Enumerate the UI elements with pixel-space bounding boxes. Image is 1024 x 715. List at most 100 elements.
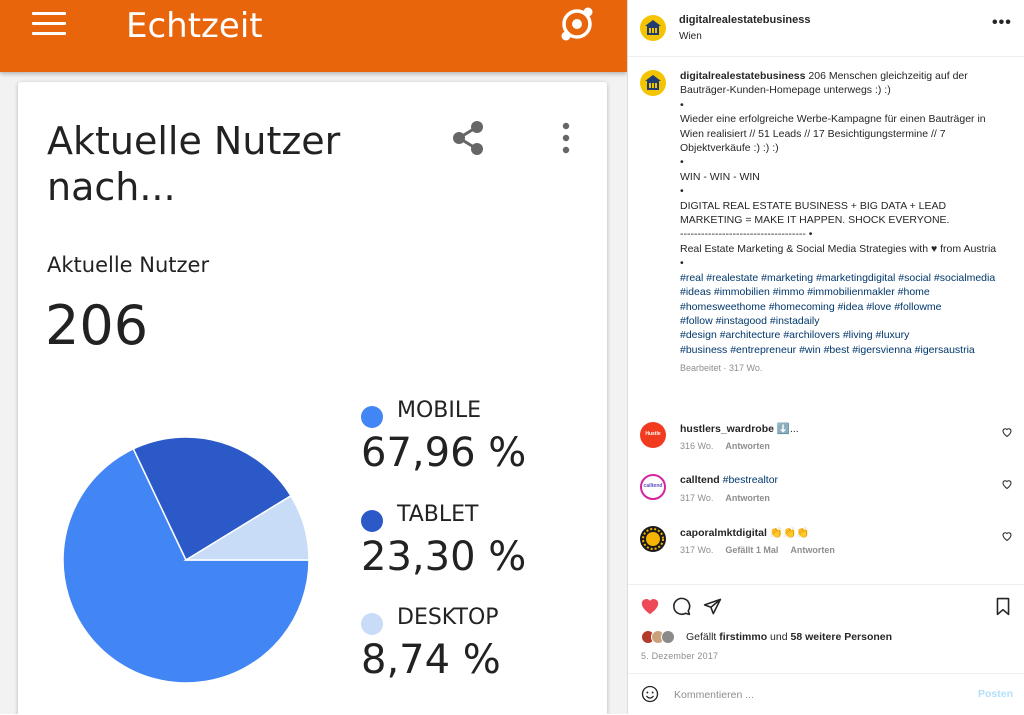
legend-value: 23,30 % — [361, 534, 527, 580]
menu-icon[interactable] — [32, 12, 66, 36]
likes-others[interactable]: 58 weitere Personen — [790, 631, 893, 643]
device-pie-chart — [62, 436, 310, 684]
comment-item: Hustle hustlers_wardrobe ⬇️... 316 Wo. An… — [628, 422, 1024, 462]
comment-body: ⬇️... — [776, 423, 799, 435]
legend-item-tablet: TABLET 23,30 % — [361, 502, 601, 592]
hashtag-line[interactable]: #business #entrepreneur #win #best #iger… — [680, 343, 975, 356]
comment-text: hustlers_wardrobe ⬇️... — [680, 422, 799, 435]
comment-avatar[interactable]: calltend — [640, 474, 666, 500]
emoji-icon[interactable] — [641, 685, 659, 703]
more-vert-icon[interactable] — [556, 122, 576, 154]
post-header: digitalrealestatebusiness Wien ••• — [628, 0, 1024, 57]
profile-avatar[interactable] — [640, 15, 666, 41]
comment-likes[interactable]: Gefällt 1 Mal — [725, 545, 779, 555]
caption-line: 206 Menschen gleichzeitig auf der Bauträ… — [680, 70, 968, 97]
likes-user[interactable]: firstimmo — [719, 631, 768, 643]
comment-avatar[interactable]: Hustle — [640, 422, 666, 448]
app-title: Echtzeit — [126, 6, 263, 46]
caption-avatar[interactable] — [640, 70, 666, 96]
instagram-post-panel: digitalrealestatebusiness Wien ••• digit… — [627, 0, 1024, 714]
post-caption: digitalrealestatebusiness 206 Menschen g… — [680, 69, 1010, 376]
comment-text: calltend #bestrealtor — [680, 474, 778, 486]
share-icon[interactable] — [451, 120, 485, 156]
like-heart-icon[interactable] — [640, 597, 660, 615]
comment-bar: Posten — [628, 673, 1024, 715]
likes-prefix: Gefällt — [686, 631, 717, 643]
comment-input[interactable] — [672, 684, 966, 706]
realtime-panel: Echtzeit Aktuelle Nutzer nach... Aktuell… — [0, 0, 627, 714]
hashtag-line[interactable]: #follow #instagood #instadaily — [680, 314, 820, 327]
metric-label: Aktuelle Nutzer — [47, 253, 210, 277]
heart-icon[interactable] — [1001, 530, 1013, 542]
legend-label: DESKTOP — [397, 605, 499, 630]
caption-line: • — [680, 98, 684, 111]
comment-body: 👏👏👏 — [769, 527, 810, 539]
share-plane-icon[interactable] — [703, 597, 722, 616]
reply-button[interactable]: Antworten — [725, 441, 770, 451]
likes-middle: und — [770, 631, 788, 643]
caption-line: WIN - WIN - WIN — [680, 170, 760, 183]
legend-item-desktop: DESKTOP 8,74 % — [361, 605, 601, 695]
post-username[interactable]: digitalrealestatebusiness — [679, 14, 811, 26]
legend-value: 8,74 % — [361, 637, 501, 683]
caption-line: Real Estate Marketing & Social Media Str… — [680, 242, 997, 255]
legend-swatch — [361, 613, 383, 635]
avatar-label: calltend — [643, 483, 663, 489]
post-actions — [628, 584, 1024, 629]
comment-meta: 317 Wo. Gefällt 1 Mal Antworten — [680, 545, 847, 555]
bookmark-icon[interactable] — [995, 597, 1011, 616]
legend-label: TABLET — [397, 502, 479, 527]
metric-value: 206 — [45, 294, 149, 357]
avatar-label: Hustle — [645, 431, 661, 437]
comment-icon[interactable] — [672, 597, 691, 616]
legend-value: 67,96 % — [361, 430, 527, 476]
app-bar: Echtzeit — [0, 0, 627, 72]
likes-text: Gefällt firstimmo und 58 weitere Persone… — [686, 631, 892, 643]
comment-username[interactable]: calltend — [680, 474, 720, 486]
hashtag-line[interactable]: #real #realestate #marketing #marketingd… — [680, 271, 996, 284]
caption-line: Wieder eine erfolgreiche Werbe-Kampagne … — [680, 113, 986, 155]
caption-line: • — [680, 185, 684, 198]
liker-avatars[interactable] — [641, 630, 683, 644]
pie-slice-desktop — [183, 494, 310, 561]
pie-slice-mobile — [62, 447, 310, 684]
caption-line: • — [680, 257, 684, 270]
reply-button[interactable]: Antworten — [725, 493, 770, 503]
hashtag-line[interactable]: #ideas #immobilien #immo #immobilienmakl… — [680, 286, 942, 313]
comment-item: calltend calltend #bestrealtor 317 Wo. An… — [628, 474, 1024, 514]
post-location[interactable]: Wien — [679, 31, 702, 42]
pie-slice-tablet — [132, 436, 292, 562]
heart-icon[interactable] — [1001, 478, 1013, 490]
likes-summary: Gefällt firstimmo und 58 weitere Persone… — [641, 629, 1021, 647]
comment-body[interactable]: #bestrealtor — [722, 474, 779, 486]
legend-swatch — [361, 510, 383, 532]
comment-time[interactable]: 317 Wo. — [680, 545, 714, 555]
comment-username[interactable]: caporalmktdigital — [680, 527, 767, 539]
legend-label: MOBILE — [397, 398, 482, 423]
comment-time[interactable]: 316 Wo. — [680, 441, 714, 451]
more-options-icon[interactable]: ••• — [992, 14, 1012, 31]
comment-username[interactable]: hustlers_wardrobe — [680, 423, 774, 435]
post-date[interactable]: 5. Dezember 2017 — [641, 651, 719, 661]
comment-meta: 317 Wo. Antworten — [680, 493, 782, 503]
legend-swatch — [361, 406, 383, 428]
caption-line: • — [680, 156, 684, 169]
caption-username[interactable]: digitalrealestatebusiness — [680, 70, 806, 82]
heart-icon[interactable] — [1001, 426, 1013, 438]
caption-meta: Bearbeitet · 317 Wo. — [680, 363, 763, 374]
reply-button[interactable]: Antworten — [790, 545, 835, 555]
sun-icon — [642, 528, 664, 550]
comment-meta: 316 Wo. Antworten — [680, 441, 782, 451]
comment-text: caporalmktdigital 👏👏👏 — [680, 526, 809, 539]
card-title: Aktuelle Nutzer nach... — [47, 119, 341, 209]
legend-item-mobile: MOBILE 67,96 % — [361, 398, 601, 488]
caption-line: DIGITAL REAL ESTATE BUSINESS + BIG DATA … — [680, 199, 950, 227]
comment-item: caporalmktdigital 👏👏👏 317 Wo. Gefällt 1 M… — [628, 526, 1024, 566]
post-comment-button[interactable]: Posten — [978, 688, 1014, 700]
hashtag-line[interactable]: #design #architecture #archilovers #livi… — [680, 329, 910, 342]
comment-time[interactable]: 317 Wo. — [680, 493, 714, 503]
caption-line: ------------------------------------ • — [680, 228, 813, 241]
realtime-icon[interactable] — [558, 5, 596, 43]
realtime-card: Aktuelle Nutzer nach... Aktuelle Nutzer … — [18, 82, 607, 714]
comment-avatar[interactable] — [640, 526, 666, 552]
